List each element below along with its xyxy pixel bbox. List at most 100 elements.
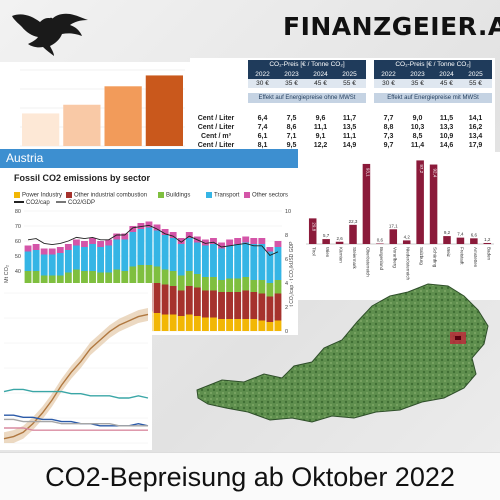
stacked-bar-segment bbox=[32, 250, 40, 271]
legend-swatch bbox=[56, 201, 66, 204]
table-row: Cent / Liter 6,4 7,5 9,6 11,7 7,7 9,0 11… bbox=[190, 114, 495, 123]
data-label: 7,4 bbox=[457, 232, 464, 237]
year-cell: 2023 bbox=[410, 71, 425, 78]
data-label: 97,2 bbox=[419, 164, 424, 173]
stacked-bar-segment bbox=[81, 247, 88, 271]
category-label: Tirol bbox=[312, 247, 317, 256]
stacked-bar-segment bbox=[89, 244, 96, 271]
footer-title: CO2-Bepreisung ab Oktober 2022 bbox=[0, 452, 500, 500]
stacked-bar-segment bbox=[218, 280, 225, 292]
table-cell: 11,7 bbox=[342, 115, 357, 122]
y-tick-label: 40 bbox=[15, 269, 21, 275]
vulture-bird-icon bbox=[10, 6, 90, 58]
stacked-bar-segment bbox=[97, 247, 105, 273]
stacked-bar-segment bbox=[274, 241, 282, 247]
subheader-with-vat: Effekt auf Energiepreise mit MWSt bbox=[374, 93, 492, 103]
stacked-bar-segment bbox=[113, 233, 121, 240]
legend-item: Other industrial combustion bbox=[66, 192, 147, 199]
y2-tick-label: 2 bbox=[285, 305, 288, 311]
co2-price-table: CO₂-Preis [€ / Tonne CO₂] CO₂-Preis [€ /… bbox=[190, 58, 495, 153]
trend-line-chart bbox=[0, 283, 152, 450]
table-cell: 8,8 bbox=[383, 124, 394, 131]
stacked-bar-segment bbox=[274, 293, 282, 321]
stacked-bar-segment bbox=[121, 233, 129, 240]
bar bbox=[104, 86, 142, 146]
stacked-bar-segment bbox=[89, 238, 96, 244]
legend-swatch bbox=[158, 192, 164, 198]
table-cell: 17,9 bbox=[468, 142, 483, 149]
legend-label: Power Industry bbox=[22, 192, 63, 199]
stacked-bar-segment bbox=[193, 316, 201, 331]
y2-tick-label: 0 bbox=[285, 329, 288, 335]
table-row: Cent / m³ 6,1 7,1 9,1 11,1 7,3 8,5 10,9 … bbox=[190, 132, 495, 141]
category-label: Steiermark bbox=[352, 247, 357, 270]
stacked-bar-segment bbox=[105, 245, 113, 273]
stacked-bar-segment bbox=[121, 239, 129, 271]
stacked-bar-segment bbox=[210, 238, 217, 244]
stacked-bar-segment bbox=[161, 235, 169, 270]
stacked-bar-segment bbox=[56, 253, 64, 276]
stacked-bar-segment bbox=[250, 244, 258, 280]
stacked-bar-segment bbox=[218, 248, 225, 280]
stacked-bar-segment bbox=[185, 271, 193, 286]
stacked-bar-segment bbox=[218, 292, 225, 319]
year-cell: 2024 bbox=[439, 71, 454, 78]
bar bbox=[416, 160, 424, 244]
trend-line-chart-svg bbox=[3, 292, 149, 444]
row-label: Cent / Liter bbox=[197, 124, 235, 131]
stacked-bar-segment bbox=[193, 287, 201, 316]
data-label: 22,3 bbox=[349, 219, 358, 224]
table-cell: 11,5 bbox=[439, 115, 454, 122]
stacked-bar-segment bbox=[226, 292, 234, 319]
table-cell: 9,1 bbox=[315, 133, 326, 140]
stacked-bar-segment bbox=[185, 286, 193, 315]
table-cell: 14,1 bbox=[468, 115, 483, 122]
data-label: 17,1 bbox=[389, 223, 398, 228]
stacked-bar-segment bbox=[153, 230, 161, 267]
stacked-bar-segment bbox=[137, 229, 145, 265]
stacked-bar-segment bbox=[24, 245, 32, 252]
stacked-bar-segment bbox=[185, 314, 193, 331]
legend-item: Buildings bbox=[158, 192, 190, 199]
table-cell: 11,1 bbox=[313, 124, 328, 131]
row-label: Cent / Liter bbox=[197, 142, 235, 149]
table-cell: 10,3 bbox=[410, 124, 425, 131]
stacked-bar-segment bbox=[201, 317, 209, 331]
brand-title[interactable]: FINANZGEIER.AT bbox=[283, 12, 500, 41]
data-label: 4,2 bbox=[404, 234, 411, 239]
category-label: Weiz bbox=[446, 247, 451, 258]
bar bbox=[362, 163, 371, 244]
table-cell: 16,2 bbox=[468, 124, 483, 131]
table-cell: 7,1 bbox=[286, 133, 297, 140]
data-label: 6,6 bbox=[471, 232, 478, 237]
region-bar-chart: 29,8 Tirol 5,7 Wien 2,6 Kärnten 22,3 Steiermark… bbox=[298, 152, 500, 300]
table-cell: 14,9 bbox=[342, 142, 357, 149]
table-row: Cent / Liter 8,1 9,5 12,2 14,9 9,7 11,4 … bbox=[190, 141, 495, 150]
table-cell: 9,0 bbox=[412, 115, 423, 122]
stacked-bar-segment bbox=[177, 238, 185, 244]
price-cell: 35 € bbox=[411, 80, 424, 87]
category-label: Freistadt bbox=[459, 247, 464, 265]
stacked-bar-segment bbox=[161, 284, 169, 315]
y2-tick-label: 10 bbox=[285, 209, 291, 215]
stacked-bar-segment bbox=[153, 283, 161, 313]
stacked-bar-segment bbox=[153, 313, 161, 331]
stacked-bar-segment bbox=[250, 292, 258, 319]
table-cell: 9,6 bbox=[315, 115, 326, 122]
stacked-bar-segment bbox=[81, 241, 88, 247]
stacked-bar-segment bbox=[97, 272, 105, 291]
stacked-bar-segment bbox=[226, 319, 234, 331]
legend-label: CO2/GDP bbox=[68, 200, 96, 206]
stacked-bar-segment bbox=[129, 226, 137, 232]
year-cell: 2025 bbox=[342, 71, 357, 78]
stacked-bar-segment bbox=[89, 271, 96, 289]
bar bbox=[335, 241, 344, 244]
stacked-bar-segment bbox=[234, 238, 242, 244]
data-label: 5,7 bbox=[323, 233, 330, 238]
austria-band-title: Austria bbox=[0, 149, 298, 168]
price-cell: 55 € bbox=[469, 80, 482, 87]
stacked-bar-segment bbox=[266, 251, 274, 283]
legend-label: Other industrial combustion bbox=[74, 192, 148, 199]
region-bar-chart-svg: 29,8 Tirol 5,7 Wien 2,6 Kärnten 22,3 Steiermark… bbox=[306, 160, 494, 281]
bar bbox=[63, 104, 101, 146]
